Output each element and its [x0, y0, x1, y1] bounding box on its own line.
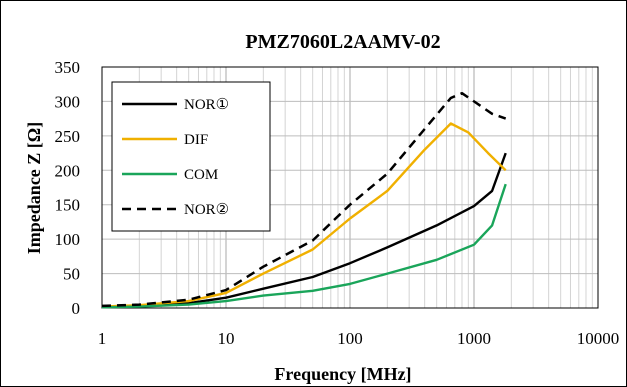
series-line-1 — [101, 122, 507, 308]
x-tick-label: 100 — [337, 329, 363, 348]
x-tick-label: 10000 — [577, 329, 620, 348]
legend-label: DIF — [184, 132, 208, 148]
y-tick-label: 350 — [55, 58, 81, 77]
chart-title: PMZ7060L2AAMV-02 — [245, 31, 440, 53]
x-tick-label: 10 — [218, 329, 235, 348]
tick-labels: 1 10 100 1000 10000 0 50 100 150 200 250 300 350 — [55, 58, 620, 348]
y-axis-title: Impedance Z [Ω] — [24, 122, 44, 254]
legend-box — [111, 81, 271, 232]
y-tick-label: 0 — [72, 299, 81, 318]
x-tick-label: 1 — [98, 329, 107, 348]
y-tick-label: 300 — [55, 92, 81, 111]
y-tick-label: 100 — [55, 230, 81, 249]
legend: NOR① DIF COM NOR② — [111, 81, 271, 232]
legend-label: NOR① — [184, 97, 229, 113]
legend-label: NOR② — [184, 202, 229, 218]
legend-label: COM — [184, 167, 218, 183]
x-tick-label: 1000 — [457, 329, 491, 348]
y-tick-label: 250 — [55, 127, 81, 146]
y-tick-label: 50 — [63, 265, 80, 284]
series-line-2 — [101, 183, 507, 309]
y-tick-label: 150 — [55, 196, 81, 215]
series-line-3 — [101, 91, 507, 308]
series-layer — [101, 91, 507, 309]
x-axis-title: Frequency [MHz] — [274, 364, 411, 384]
series-line-0 — [101, 152, 507, 309]
plot-area-border — [101, 66, 599, 309]
y-tick-label: 200 — [55, 161, 81, 180]
